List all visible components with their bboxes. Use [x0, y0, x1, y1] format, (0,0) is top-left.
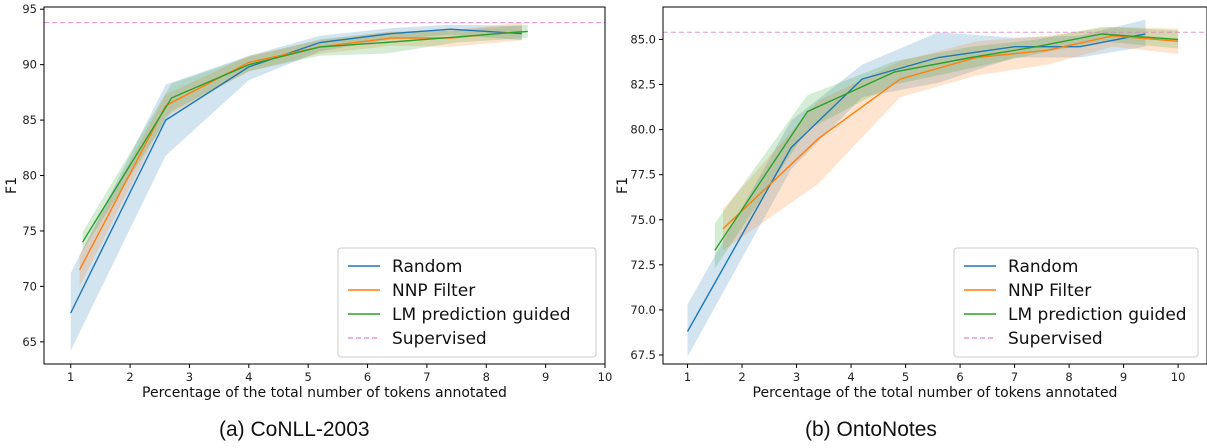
band-random	[70, 24, 522, 351]
band-nnp-filter	[723, 26, 1179, 251]
x-tick-label: 8	[1065, 370, 1072, 384]
x-axis-label: Percentage of the total number of tokens…	[753, 385, 1118, 401]
x-tick-label: 9	[1120, 370, 1127, 384]
x-tick-label: 7	[423, 370, 430, 384]
x-tick-label: 6	[956, 370, 963, 384]
legend-label-supervised: Supervised	[392, 329, 487, 349]
band-lm-prediction-guided	[82, 24, 528, 251]
y-tick-label: 67.5	[630, 348, 656, 362]
x-tick-label: 10	[1171, 370, 1186, 384]
legend-label-random: Random	[1008, 257, 1078, 277]
y-tick-label: 75.0	[630, 213, 656, 227]
x-tick-label: 5	[305, 370, 312, 384]
chart-ontonotes: 1 2 3 4 5 6 7 8 9 10 67.5 70.0 72.5 75.0 77.5 80.0 82.5 8…	[615, 6, 1207, 401]
line-nnp-filter	[722, 35, 1179, 230]
y-tick-label: 90	[22, 58, 37, 72]
plot-frame	[662, 6, 1207, 365]
legend-label-nnp-filter: NNP Filter	[1008, 281, 1091, 301]
caption-ontonotes: (b) OntoNotes	[805, 418, 937, 441]
y-tick-label: 77.5	[630, 168, 656, 182]
legend: Random NNP Filter LM prediction guided Supe…	[953, 247, 1199, 358]
x-tick-label: 6	[364, 370, 371, 384]
plot-frame	[43, 6, 606, 365]
y-tick-label: 85.0	[630, 32, 656, 46]
y-axis-label: F1	[4, 177, 20, 194]
y-tick-label: 80.0	[630, 123, 656, 137]
x-tick-label: 10	[598, 370, 613, 384]
y-tick-label: 75	[22, 224, 37, 238]
y-tick-label: 85	[22, 113, 37, 127]
y-tick-label: 80	[22, 169, 37, 183]
y-tick-label: 65	[22, 335, 37, 349]
legend-label-lm-prediction-guided: LM prediction guided	[1008, 305, 1187, 325]
x-axis-label: Percentage of the total number of tokens…	[142, 385, 507, 401]
line-lm-prediction-guided	[714, 33, 1179, 251]
x-tick-label: 5	[902, 370, 909, 384]
x-tick-label: 2	[126, 370, 133, 384]
y-tick-label: 82.5	[630, 78, 656, 92]
x-tick-label: 8	[483, 370, 490, 384]
legend-box	[953, 247, 1199, 358]
y-axis-label: F1	[615, 177, 631, 194]
x-tick-label: 3	[793, 370, 800, 384]
x-tick-label: 7	[1011, 370, 1018, 384]
legend-label-random: Random	[392, 257, 462, 277]
line-lm-prediction-guided	[82, 30, 528, 243]
chart-conll-2003: 1 2 3 4 5 6 7 8 9 10 65 70 75 80 85 90 95 Percentage of t…	[4, 2, 612, 401]
legend-label-nnp-filter: NNP Filter	[392, 281, 475, 301]
caption-conll-2003: (a) CoNLL-2003	[219, 418, 370, 441]
band-lm-prediction-guided	[714, 26, 1179, 269]
x-tick-label: 1	[684, 370, 691, 384]
x-tick-label: 2	[738, 370, 745, 384]
x-tick-label: 3	[186, 370, 193, 384]
legend: Random NNP Filter LM prediction guided Supe…	[337, 247, 597, 358]
x-tick-label: 1	[67, 370, 74, 384]
y-tick-label: 70	[22, 279, 37, 293]
y-tick-label: 95	[22, 2, 37, 16]
x-tick-label: 4	[245, 370, 252, 384]
legend-label-lm-prediction-guided: LM prediction guided	[392, 305, 571, 325]
band-nnp-filter	[79, 22, 522, 287]
line-random	[70, 28, 522, 314]
plot-area	[44, 21, 605, 351]
y-tick-label: 72.5	[630, 258, 656, 272]
line-random	[686, 33, 1146, 332]
band-random	[687, 19, 1146, 357]
x-tick-label: 4	[847, 370, 854, 384]
plot-area	[663, 19, 1207, 357]
legend-box	[337, 247, 597, 358]
legend-label-supervised: Supervised	[1008, 329, 1103, 349]
y-tick-label: 70.0	[630, 303, 656, 317]
x-tick-label: 9	[542, 370, 549, 384]
